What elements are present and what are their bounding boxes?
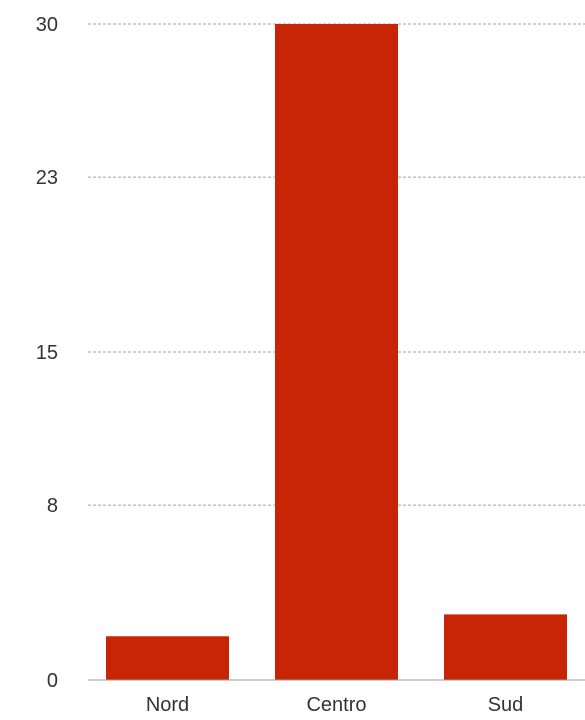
y-tick-label-23: 23 — [36, 167, 58, 189]
x-axis-labels: Nord Centro Sud — [146, 694, 523, 716]
y-tick-label-0: 0 — [47, 670, 58, 692]
bar-centro — [275, 24, 398, 680]
y-tick-label-30: 30 — [36, 14, 58, 36]
y-axis-ticks: 0 8 15 23 30 — [36, 14, 58, 692]
x-tick-label-centro: Centro — [306, 694, 366, 716]
y-tick-label-15: 15 — [36, 342, 58, 364]
bars — [106, 24, 567, 680]
bar-nord — [106, 636, 229, 680]
x-tick-label-sud: Sud — [488, 694, 524, 716]
bar-sud — [444, 614, 567, 680]
grid-layer — [88, 23, 585, 506]
x-tick-label-nord: Nord — [146, 694, 189, 716]
y-tick-label-8: 8 — [47, 495, 58, 517]
